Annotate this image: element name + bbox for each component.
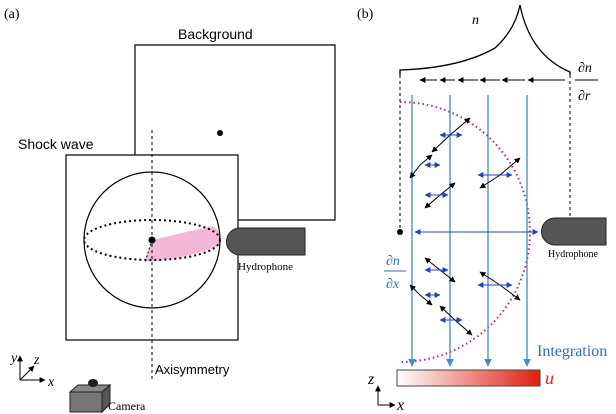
hydrophone-label: Hydrophone [238, 261, 293, 273]
hydrophone [227, 228, 305, 255]
axis-x: x [396, 397, 404, 414]
dndx-num: ∂n [386, 254, 400, 269]
shock-label: Shock wave [18, 136, 94, 152]
axis-label: Axisymmetry [155, 362, 230, 377]
point [217, 130, 223, 136]
result-label: u [545, 368, 554, 388]
integration-lines [412, 95, 527, 366]
camera-label: Camera [108, 399, 146, 413]
result-bar [397, 370, 540, 386]
axis-z: z [367, 371, 375, 388]
dndx-den: ∂x [386, 277, 400, 292]
x-arrows [425, 135, 512, 320]
panel-label: (a) [4, 7, 20, 22]
axis-y: y [9, 351, 18, 366]
hydrophone [542, 218, 607, 245]
camera [70, 379, 110, 412]
panel-b: (b) n ∂n ∂r [357, 5, 607, 414]
axis-arrow [20, 366, 34, 380]
point [397, 229, 403, 235]
density-curve [400, 5, 570, 75]
background-label: Background [178, 26, 253, 42]
diagram: (a) Background Shock wave Hydrophone Axi… [0, 0, 616, 414]
panel-label: (b) [357, 7, 374, 22]
hydrophone-label: Hydrophone [548, 249, 599, 260]
radial-arrows [410, 118, 520, 335]
dndr-den: ∂r [578, 89, 591, 104]
axis-x: x [47, 375, 55, 390]
center [149, 237, 156, 244]
integration-label: Integration [537, 343, 607, 360]
dndr-num: ∂n [578, 61, 592, 76]
panel-a: (a) Background Shock wave Hydrophone Axi… [4, 7, 335, 413]
density-label: n [472, 13, 479, 28]
axis-z: z [33, 353, 40, 368]
